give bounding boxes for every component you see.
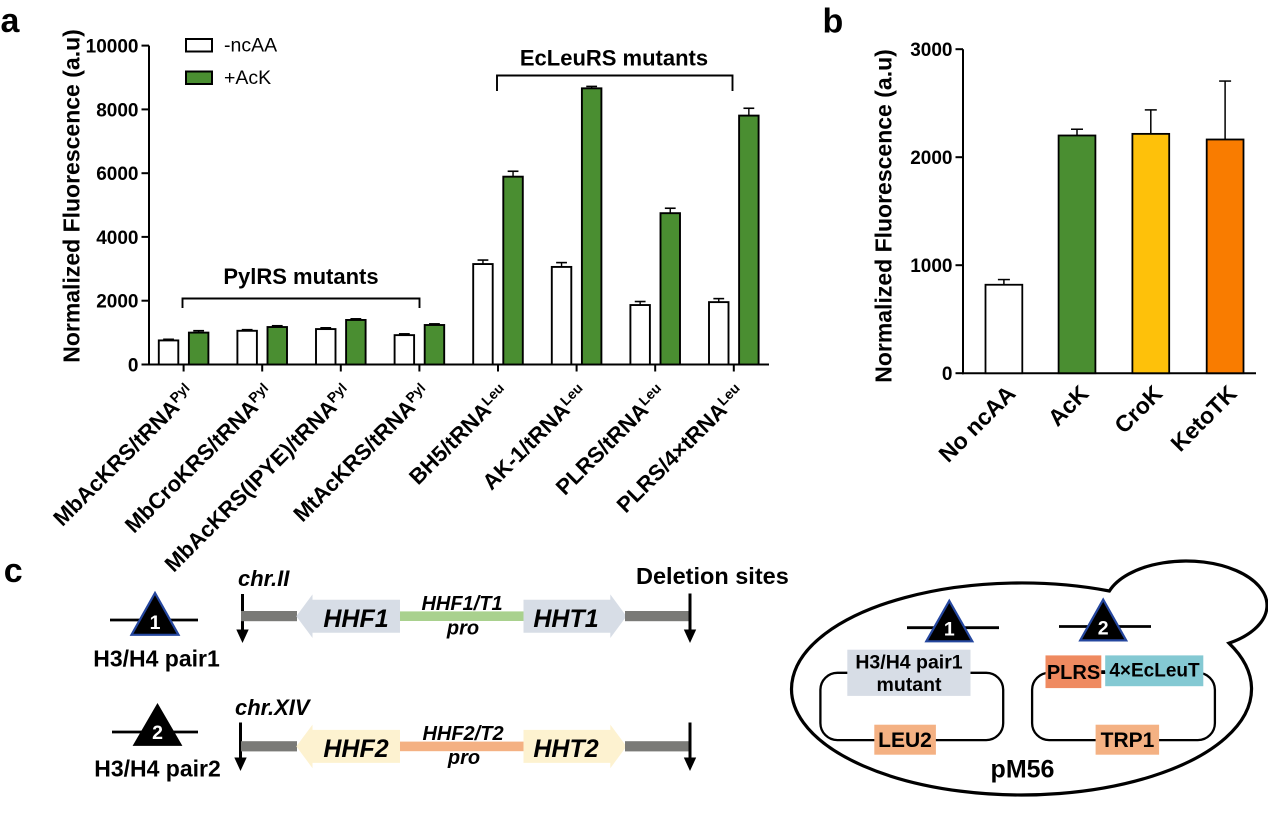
svg-text:HHF2: HHF2 [323,735,388,763]
svg-text:H3/H4 pair1: H3/H4 pair1 [855,652,962,674]
svg-text:Deletion sites: Deletion sites [636,563,789,589]
svg-text:-ncAA: -ncAA [224,35,277,57]
svg-text:0: 0 [942,364,953,385]
svg-text:Normalized Fluorescence (a.u): Normalized Fluorescence (a.u) [59,29,85,363]
svg-text:1: 1 [944,618,955,640]
svg-text:8000: 8000 [96,100,138,121]
svg-text:EcLeuRS mutants: EcLeuRS mutants [520,46,708,71]
svg-text:+AcK: +AcK [224,67,271,89]
svg-text:chr.XIV: chr.XIV [235,695,312,720]
svg-text:PLRS: PLRS [1047,662,1100,684]
svg-text:1000: 1000 [910,256,952,277]
svg-text:HHF2/T2: HHF2/T2 [422,723,503,745]
svg-text:HHF1/T1: HHF1/T1 [421,593,502,615]
svg-text:c: c [4,552,23,590]
svg-text:6000: 6000 [96,164,138,185]
svg-text:H3/H4 pair1: H3/H4 pair1 [93,646,220,672]
svg-text:TRP1: TRP1 [1101,729,1155,752]
svg-text:3000: 3000 [910,40,952,61]
svg-text:LEU2: LEU2 [878,729,932,752]
svg-text:PylRS mutants: PylRS mutants [223,264,378,289]
svg-text:2: 2 [1098,617,1109,639]
svg-text:2000: 2000 [96,292,138,313]
svg-text:a: a [1,2,21,40]
svg-text:10000: 10000 [86,37,139,58]
svg-text:2000: 2000 [910,148,952,169]
svg-text:pro: pro [447,747,480,769]
svg-text:mutant: mutant [877,674,943,696]
svg-text:0: 0 [128,356,139,377]
svg-text:H3/H4 pair2: H3/H4 pair2 [94,756,221,782]
svg-text:HHT1: HHT1 [533,605,598,633]
svg-text:Normalized Fluorescence (a.u): Normalized Fluorescence (a.u) [871,49,897,383]
svg-text:b: b [823,3,844,41]
svg-text:pro: pro [446,618,479,640]
svg-text:pM56: pM56 [991,756,1055,784]
svg-text:2: 2 [152,722,163,744]
svg-text:4000: 4000 [96,228,138,249]
svg-text:HHF1: HHF1 [323,605,388,633]
svg-text:4×EcLeuT: 4×EcLeuT [1109,661,1200,682]
svg-text:chr.II: chr.II [238,566,290,591]
svg-text:HHT2: HHT2 [533,735,598,763]
svg-text:1: 1 [150,612,161,634]
